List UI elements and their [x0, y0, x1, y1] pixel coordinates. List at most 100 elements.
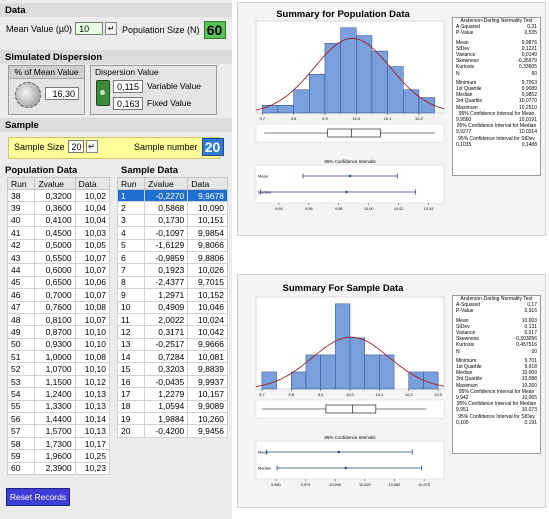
- table-row[interactable]: 44 0,6000 10,07: [6, 263, 111, 277]
- stats-value: 0,535: [524, 30, 537, 37]
- table-row[interactable]: 48 0,8100 10,07: [6, 312, 111, 327]
- table-row[interactable]: 41 0,4500 10,03: [6, 226, 111, 240]
- sample-table[interactable]: Run Zvalue Data 1 -0,2270 9,9678 2 0,5868 10,09…: [116, 177, 228, 438]
- control-pane: Data Mean Value (µ0) 10 ↵ Population Siz…: [0, 0, 232, 519]
- table-cell: 0,3171: [144, 325, 189, 339]
- table-row[interactable]: 15 0,3203 9,8839: [116, 362, 228, 376]
- table-row[interactable]: 40 0,4100 10,04: [6, 213, 111, 228]
- table-cell: 0,9300: [34, 337, 76, 352]
- toggle-switch-icon[interactable]: [96, 80, 110, 106]
- sample-stats-box: Anderson-Darling Normality Test A-Squared…: [452, 295, 541, 454]
- table-row[interactable]: 38 0,3200 10,02: [6, 188, 111, 203]
- population-table-title: Population Data: [5, 165, 78, 176]
- stats-value: 10,0314: [518, 129, 537, 136]
- table-cell: 10,10: [74, 362, 111, 376]
- table-row[interactable]: 58 1,7300 10,17: [6, 436, 111, 451]
- stats-row: P-Value 0,916: [453, 308, 540, 314]
- table-row[interactable]: 55 1,3300 10,13: [6, 399, 111, 414]
- table-row[interactable]: 50 0,9300 10,10: [6, 337, 111, 352]
- table-row[interactable]: 7 0,1923 10,026: [116, 263, 228, 277]
- table-cell: 10,042: [187, 325, 228, 339]
- normal-curve: [255, 37, 445, 111]
- table-row[interactable]: 3 0,1730 10,151: [116, 213, 228, 228]
- table-cell: 10,024: [187, 312, 228, 327]
- table-cell: 10,046: [187, 300, 228, 314]
- table-row[interactable]: 16 -0,0435 9,9937: [116, 374, 228, 389]
- table-row[interactable]: 43 0,5500 10,07: [6, 250, 111, 265]
- table-row[interactable]: 45 0,6500 10,06: [6, 275, 111, 290]
- pop-size-value[interactable]: 60: [203, 21, 226, 39]
- table-row[interactable]: 8 -2,4377 9,7015: [116, 275, 228, 290]
- mean-input[interactable]: 10: [75, 22, 104, 35]
- normal-curve: [255, 336, 445, 387]
- table-row[interactable]: 39 0,3600 10,04: [6, 201, 111, 215]
- sample-enter-icon[interactable]: ↵: [85, 140, 98, 153]
- table-cell: 10,08: [74, 300, 111, 314]
- sample-size-row: Sample Size 20 ↵: [14, 140, 98, 153]
- knob-icon[interactable]: [15, 82, 41, 108]
- ci-axis-tick-label: 10,04: [424, 207, 434, 211]
- axis-tick-label: 10,2: [415, 116, 424, 121]
- table-row[interactable]: 2 0,5868 10,090: [116, 201, 228, 215]
- stats-key: 1st Quartile: [456, 86, 482, 93]
- table-row[interactable]: 1 -0,2270 9,9678: [116, 188, 228, 203]
- table-row[interactable]: 57 1,5700 10,13: [6, 424, 111, 438]
- population-table[interactable]: Run Zvalue Data 38 0,3200 10,02 39 0,3600 10,04…: [6, 177, 111, 476]
- table-cell: 0,8700: [34, 325, 76, 339]
- table-row[interactable]: 49 0,8700 10,10: [6, 325, 111, 339]
- reset-records-button[interactable]: Reset Records: [6, 488, 70, 506]
- table-row[interactable]: 10 0,4909 10,046: [116, 300, 228, 314]
- stats-value: 0,457516: [516, 342, 537, 349]
- stats-row: 9,942 10,065: [453, 395, 540, 401]
- sample-number-label: Sample number: [134, 142, 198, 152]
- sample-size-input[interactable]: 20: [67, 140, 84, 153]
- table-header-run: Run: [116, 177, 146, 190]
- table-row[interactable]: 13 -0,2517 9,9666: [116, 337, 228, 352]
- table-row[interactable]: 52 1,0700 10,10: [6, 362, 111, 376]
- table-row[interactable]: 47 0,7600 10,08: [6, 300, 111, 314]
- table-row[interactable]: 17 1,2279 10,157: [116, 387, 228, 401]
- table-cell: 9: [116, 288, 146, 302]
- sample-number-value: 20: [201, 138, 224, 156]
- histogram-bar: [349, 337, 365, 390]
- pct-mean-group: % of Mean Value 16,30: [8, 65, 85, 115]
- ci-axis-tick-label: 9,98: [335, 207, 342, 211]
- table-row[interactable]: 20 -0,4200 9,9456: [116, 424, 228, 438]
- table-cell: 18: [116, 399, 146, 414]
- table-row[interactable]: 46 0,7000 10,07: [6, 288, 111, 302]
- table-row[interactable]: 18 1,0594 9,9089: [116, 399, 228, 414]
- stats-key: StDev: [456, 323, 470, 330]
- table-row[interactable]: 5 -1,6129 9,8066: [116, 238, 228, 252]
- table-cell: 1,2400: [34, 387, 76, 401]
- table-cell: 52: [6, 362, 36, 376]
- stats-value: 9,701: [524, 357, 537, 364]
- table-row[interactable]: 60 2,3900 10,23: [6, 461, 111, 476]
- table-row[interactable]: 12 0,3171 10,042: [116, 325, 228, 339]
- table-row[interactable]: 42 0,5000 10,05: [6, 238, 111, 252]
- table-row[interactable]: 59 1,9600 10,25: [6, 449, 111, 463]
- table-row[interactable]: 54 1,2400 10,13: [6, 387, 111, 401]
- table-row[interactable]: 53 1,1500 10,12: [6, 374, 111, 389]
- table-row[interactable]: 56 1,4400 10,14: [6, 412, 111, 426]
- table-cell: 0,4500: [34, 226, 76, 240]
- table-cell: 19: [116, 412, 146, 426]
- table-cell: 49: [6, 325, 36, 339]
- table-row[interactable]: 9 1,2971 10,152: [116, 288, 228, 302]
- table-row[interactable]: 4 -0,1097 9,9854: [116, 226, 228, 240]
- table-row[interactable]: 6 -0,9859 9,8806: [116, 250, 228, 265]
- table-row[interactable]: 51 1,0000 10,08: [6, 350, 111, 364]
- sample-number-row: Sample number 20: [134, 138, 224, 156]
- table-cell: 41: [6, 226, 36, 240]
- stats-value: 10,065: [521, 395, 537, 402]
- table-row[interactable]: 14 0,7284 10,081: [116, 350, 228, 364]
- table-cell: 55: [6, 399, 36, 414]
- mean-enter-icon[interactable]: ↵: [105, 22, 118, 35]
- table-row[interactable]: 11 2,0022 10,024: [116, 312, 228, 327]
- stats-value: 10,073: [521, 407, 537, 414]
- table-cell: 1,0594: [144, 399, 189, 414]
- table-header-data: Data: [187, 177, 228, 190]
- table-row[interactable]: 19 1,9884 10,260: [116, 412, 228, 426]
- stats-key: P-Value: [456, 308, 474, 315]
- stats-heading: 95% Confidence Interval for Mean: [458, 110, 535, 117]
- table-cell: 10,14: [74, 412, 111, 426]
